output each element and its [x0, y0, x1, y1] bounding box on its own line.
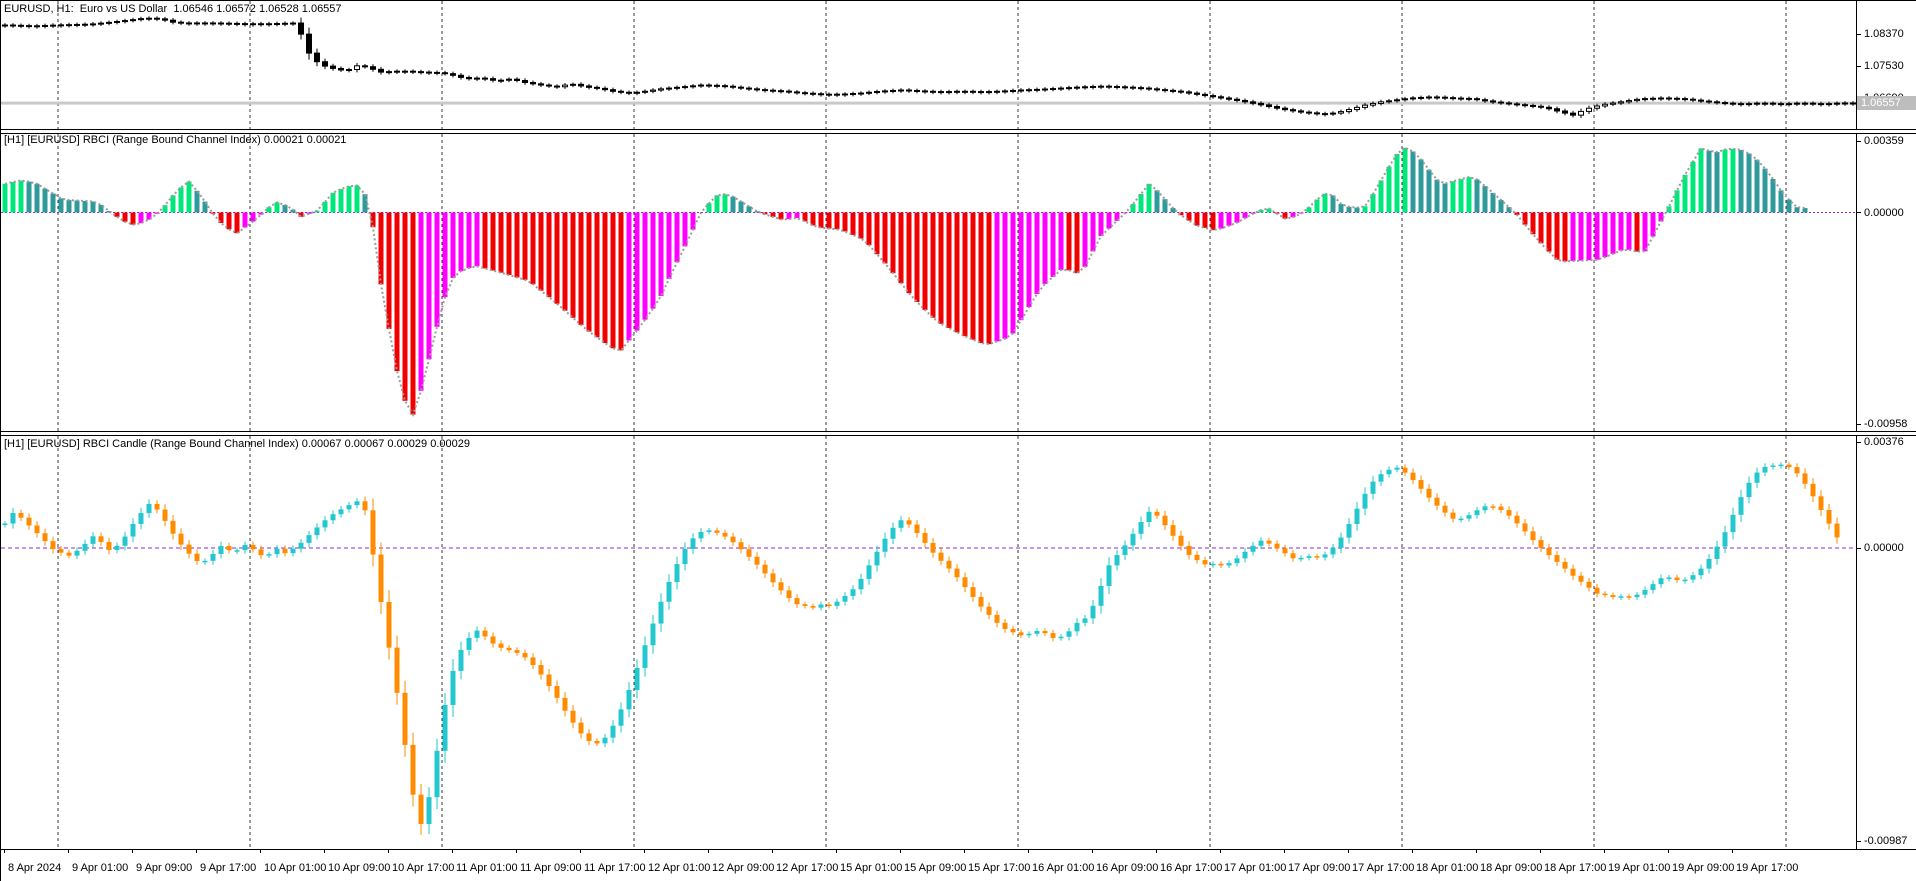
time-tick: [1284, 849, 1285, 853]
rbci-axis-zero-tick: [1856, 212, 1861, 213]
time-label[interactable]: 11 Apr 17:00: [584, 862, 646, 874]
price-axis-label-1: 1.07530: [1864, 60, 1904, 72]
time-label[interactable]: 19 Apr 09:00: [1672, 862, 1735, 874]
price-axis-label-0: 1.08370: [1864, 28, 1904, 40]
time-tick: [836, 849, 837, 853]
price-candles-series[interactable]: [2, 16, 1856, 118]
time-tick: [708, 849, 709, 853]
time-tick: [1092, 849, 1093, 853]
time-label[interactable]: 19 Apr 01:00: [1608, 862, 1671, 874]
time-tick: [4, 849, 5, 853]
time-label[interactable]: 18 Apr 17:00: [1544, 862, 1607, 874]
time-tick: [900, 849, 901, 853]
time-tick: [324, 849, 325, 853]
rbci-axis-zero: 0.00000: [1864, 206, 1904, 219]
time-label[interactable]: 12 Apr 09:00: [712, 862, 775, 874]
time-label[interactable]: 10 Apr 09:00: [328, 862, 391, 874]
price-panel-title: EURUSD, H1: Euro vs US Dollar 1.06546 1.…: [4, 3, 342, 15]
time-tick: [1028, 849, 1029, 853]
time-tick: [580, 849, 581, 853]
rbci-axis-max-tick: [1856, 140, 1861, 142]
rbci-candle-panel-title: [H1] [EURUSD] RBCI Candle (Range Bound C…: [4, 438, 470, 450]
rbci-envelope-line: [4, 146, 1806, 418]
time-label[interactable]: 8 Apr 2024: [8, 862, 62, 874]
time-tick: [1604, 849, 1605, 853]
price-axis-label-1-tick: [1856, 65, 1861, 67]
time-label[interactable]: 10 Apr 17:00: [392, 862, 455, 874]
time-label[interactable]: 15 Apr 01:00: [840, 862, 903, 874]
time-label[interactable]: 11 Apr 01:00: [456, 862, 518, 874]
time-label[interactable]: 16 Apr 17:00: [1160, 862, 1223, 874]
time-label[interactable]: 16 Apr 01:00: [1032, 862, 1095, 874]
time-label[interactable]: 11 Apr 09:00: [520, 862, 582, 874]
time-tick: [1412, 849, 1413, 853]
time-tick: [964, 849, 965, 853]
time-tick: [1220, 849, 1221, 853]
rbcic-axis-zero-tick: [1856, 547, 1861, 549]
time-label[interactable]: 15 Apr 17:00: [968, 862, 1031, 874]
time-tick: [388, 849, 389, 853]
rbci-chart-surface[interactable]: [1, 134, 1856, 431]
time-label[interactable]: 17 Apr 01:00: [1224, 862, 1287, 874]
panel-separator-1[interactable]: [1, 129, 1916, 134]
rbcic-axis-max-tick: [1856, 441, 1861, 443]
time-tick: [132, 849, 133, 853]
time-label[interactable]: 9 Apr 09:00: [136, 862, 193, 874]
price-chart-surface[interactable]: [1, 1, 1856, 129]
rbci-axis-max: 0.00359: [1864, 135, 1904, 147]
rbci-candle-chart-surface[interactable]: [1, 436, 1856, 849]
rbci-axis-min-tick: [1856, 423, 1861, 425]
time-tick: [1540, 849, 1541, 853]
time-label[interactable]: 17 Apr 17:00: [1352, 862, 1415, 874]
time-tick: [196, 849, 197, 853]
time-label[interactable]: 19 Apr 17:00: [1736, 862, 1799, 874]
rbci-axis-min: -0.00958: [1864, 418, 1908, 430]
time-label[interactable]: 16 Apr 09:00: [1096, 862, 1159, 874]
rbcic-axis-zero: 0.00000: [1864, 542, 1904, 554]
current-price-tag: 1.06557: [1857, 96, 1916, 110]
time-label[interactable]: 9 Apr 17:00: [200, 862, 257, 874]
rbcic-axis-min-tick: [1856, 840, 1861, 842]
time-tick: [1476, 849, 1477, 853]
rbcic-axis-min: -0.00987: [1864, 835, 1908, 847]
panel-separator-2[interactable]: [1, 431, 1916, 436]
time-label[interactable]: 18 Apr 01:00: [1416, 862, 1479, 874]
price-axis-label-0-tick: [1856, 33, 1861, 35]
time-tick: [1348, 849, 1349, 853]
time-tick: [68, 849, 69, 853]
time-tick: [516, 849, 517, 853]
price-scale-axis-line: [1856, 1, 1857, 849]
rbci-panel-title: [H1] [EURUSD] RBCI (Range Bound Channel …: [4, 134, 347, 146]
time-tick: [260, 849, 261, 853]
time-label[interactable]: 17 Apr 09:00: [1288, 862, 1351, 874]
time-label[interactable]: 12 Apr 17:00: [776, 862, 839, 874]
time-tick: [772, 849, 773, 853]
rbci-histogram-series[interactable]: [2, 147, 1808, 415]
rbci-candle-series[interactable]: [2, 461, 1840, 835]
time-axis-line: [1, 849, 1916, 850]
time-label[interactable]: 9 Apr 01:00: [72, 862, 129, 874]
time-tick: [1668, 849, 1669, 853]
time-label[interactable]: 10 Apr 01:00: [264, 862, 327, 874]
time-tick: [1732, 849, 1733, 853]
time-label[interactable]: 18 Apr 09:00: [1480, 862, 1543, 874]
time-tick: [644, 849, 645, 853]
time-label[interactable]: 12 Apr 01:00: [648, 862, 711, 874]
rbcic-axis-max: 0.00376: [1864, 436, 1904, 448]
time-label[interactable]: 15 Apr 09:00: [904, 862, 967, 874]
time-tick: [1156, 849, 1157, 853]
time-tick: [452, 849, 453, 853]
